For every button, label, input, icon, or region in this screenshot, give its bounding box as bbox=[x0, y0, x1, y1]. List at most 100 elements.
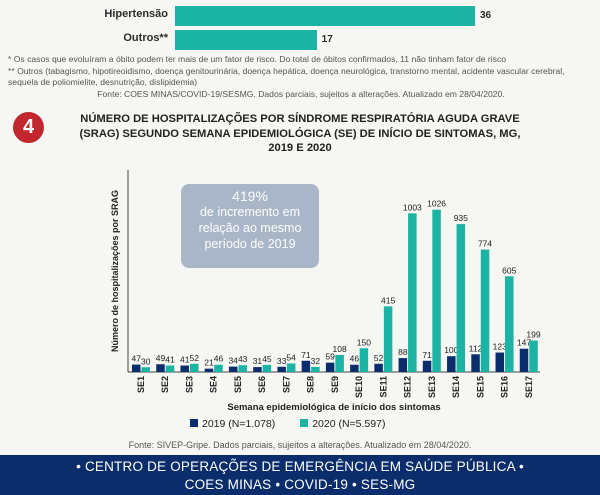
data-label: 32 bbox=[311, 356, 321, 366]
data-label: 71 bbox=[301, 350, 311, 360]
data-label: 150 bbox=[357, 337, 371, 347]
footnotes: * Os casos que evoluíram a óbito podem t… bbox=[8, 54, 594, 100]
data-label: 605 bbox=[502, 265, 516, 275]
data-label: 1003 bbox=[403, 202, 422, 212]
data-label: 43 bbox=[238, 354, 248, 364]
bar-se2-2020 bbox=[165, 365, 175, 372]
data-label: 34 bbox=[228, 356, 238, 366]
section-number-badge: 4 bbox=[13, 112, 44, 143]
x-tick-label: SE4 bbox=[209, 376, 219, 393]
footer-line-1: • CENTRO DE OPERAÇÕES DE EMERGÊNCIA EM S… bbox=[76, 459, 524, 474]
bar-se6-2020 bbox=[262, 364, 272, 372]
x-tick-label: SE8 bbox=[306, 376, 316, 393]
data-label: 59 bbox=[325, 352, 335, 362]
bar-se11-2019 bbox=[374, 363, 383, 372]
y-axis-label: Número de hospitalizações por SRAG bbox=[110, 190, 120, 352]
chart-title-line: NÚMERO DE HOSPITALIZAÇÕES POR SÍNDROME R… bbox=[80, 113, 520, 125]
data-label: 88 bbox=[398, 347, 408, 357]
callout-line: período de 2019 bbox=[204, 237, 296, 251]
x-tick-label: SE10 bbox=[354, 376, 364, 398]
data-label: 71 bbox=[422, 350, 432, 360]
bar-se3-2019 bbox=[180, 365, 189, 372]
footer-line-2: COES MINAS • COVID-19 • SES-MG bbox=[184, 477, 416, 492]
data-label: 112 bbox=[469, 343, 483, 353]
bar-se10-2019 bbox=[350, 364, 359, 372]
bar-se15-2020 bbox=[480, 249, 490, 372]
data-label: 46 bbox=[214, 354, 224, 364]
footer-banner: • CENTRO DE OPERAÇÕES DE EMERGÊNCIA EM S… bbox=[0, 455, 600, 495]
hbar-label: Hipertensão bbox=[104, 8, 168, 20]
bar-se6-2019 bbox=[253, 367, 262, 372]
data-label: 47 bbox=[132, 354, 142, 364]
data-label: 52 bbox=[374, 353, 384, 363]
legend-label: 2019 (N=1.078) bbox=[202, 418, 276, 430]
chart-title-line: 2019 E 2020 bbox=[268, 142, 332, 154]
data-label: 31 bbox=[253, 356, 263, 366]
data-label: 54 bbox=[286, 352, 296, 362]
hbar-row-outros: Outros** 17 bbox=[0, 30, 600, 50]
legend-item-2020: 2020 (N=5.597) bbox=[300, 418, 385, 430]
footnote-1: * Os casos que evoluíram a óbito podem t… bbox=[8, 54, 507, 64]
bar-se7-2020 bbox=[286, 363, 296, 372]
bar-se13-2019 bbox=[422, 360, 432, 372]
hbar-bar bbox=[175, 30, 317, 50]
bar-se4-2020 bbox=[214, 364, 223, 372]
x-tick-label: SE11 bbox=[378, 376, 388, 398]
bar-se8-2020 bbox=[311, 366, 320, 372]
bar-se14-2020 bbox=[456, 224, 466, 372]
hbar-row-hipertensao: Hipertensão 36 bbox=[0, 6, 600, 26]
x-axis-label: Semana epidemiológica de início dos sint… bbox=[227, 402, 440, 413]
legend-swatch bbox=[190, 419, 198, 427]
x-tick-label: SE13 bbox=[427, 376, 437, 398]
footnote-source: Fonte: COES MINAS/COVID-19/SESMG. Dados … bbox=[97, 88, 505, 99]
bar-se2-2019 bbox=[156, 364, 165, 372]
data-label: 45 bbox=[262, 354, 272, 364]
bar-se11-2020 bbox=[383, 306, 393, 372]
data-label: 147 bbox=[517, 338, 531, 348]
bar-se12-2020 bbox=[408, 213, 417, 372]
bar-se4-2019 bbox=[204, 368, 214, 372]
bar-se10-2020 bbox=[359, 348, 369, 372]
x-tick-label: SE16 bbox=[500, 376, 510, 398]
legend-swatch bbox=[300, 419, 309, 427]
data-label: 46 bbox=[350, 354, 360, 364]
callout-line: relação ao mesmo bbox=[198, 221, 302, 235]
bar-se5-2020 bbox=[238, 365, 247, 372]
x-tick-label: SE9 bbox=[330, 376, 340, 393]
chart-title-line: (SRAG) SEGUNDO SEMANA EPIDEMIOLÓGICA (SE… bbox=[79, 127, 521, 140]
x-tick-label: SE17 bbox=[524, 376, 534, 398]
x-tick-label: SE1 bbox=[136, 376, 146, 393]
bar-se13-2020 bbox=[432, 209, 441, 372]
hbar-label: Outros** bbox=[123, 32, 168, 44]
hbar-bar bbox=[175, 6, 475, 26]
bar-se1-2019 bbox=[132, 364, 141, 372]
bar-se12-2019 bbox=[398, 358, 408, 372]
data-label: 108 bbox=[333, 344, 347, 354]
bar-se9-2019 bbox=[325, 362, 335, 372]
bar-se1-2020 bbox=[141, 367, 150, 372]
x-tick-label: SE3 bbox=[184, 376, 194, 393]
hbar-value: 36 bbox=[480, 10, 492, 21]
data-label: 52 bbox=[189, 353, 199, 363]
x-tick-label: SE12 bbox=[403, 376, 413, 398]
data-label: 49 bbox=[156, 353, 166, 363]
chart-source: Fonte: SIVEP-Gripe. Dados parciais, suje… bbox=[128, 440, 472, 450]
data-label: 935 bbox=[454, 213, 468, 223]
footnote-2: ** Outros (tabagismo, hipotireoidismo, d… bbox=[8, 65, 565, 88]
bar-se5-2019 bbox=[228, 366, 238, 372]
callout-percent: 419% bbox=[232, 188, 268, 204]
data-label: 100 bbox=[444, 345, 458, 355]
data-label: 41 bbox=[165, 355, 175, 365]
chart-title: NÚMERO DE HOSPITALIZAÇÕES POR SÍNDROME R… bbox=[60, 112, 540, 156]
data-label: 41 bbox=[180, 355, 190, 365]
data-label: 774 bbox=[478, 239, 492, 249]
x-tick-label: SE15 bbox=[475, 376, 485, 398]
legend-label: 2020 (N=5.597) bbox=[312, 418, 386, 430]
increment-callout: 419% de incremento em relação ao mesmo p… bbox=[181, 184, 319, 268]
bar-se8-2019 bbox=[301, 360, 311, 372]
bar-se14-2019 bbox=[447, 356, 456, 372]
bar-se16-2020 bbox=[505, 276, 514, 372]
data-label: 33 bbox=[277, 356, 287, 366]
x-tick-label: SE2 bbox=[160, 376, 170, 393]
legend-item-2019: 2019 (N=1.078) bbox=[190, 418, 275, 430]
